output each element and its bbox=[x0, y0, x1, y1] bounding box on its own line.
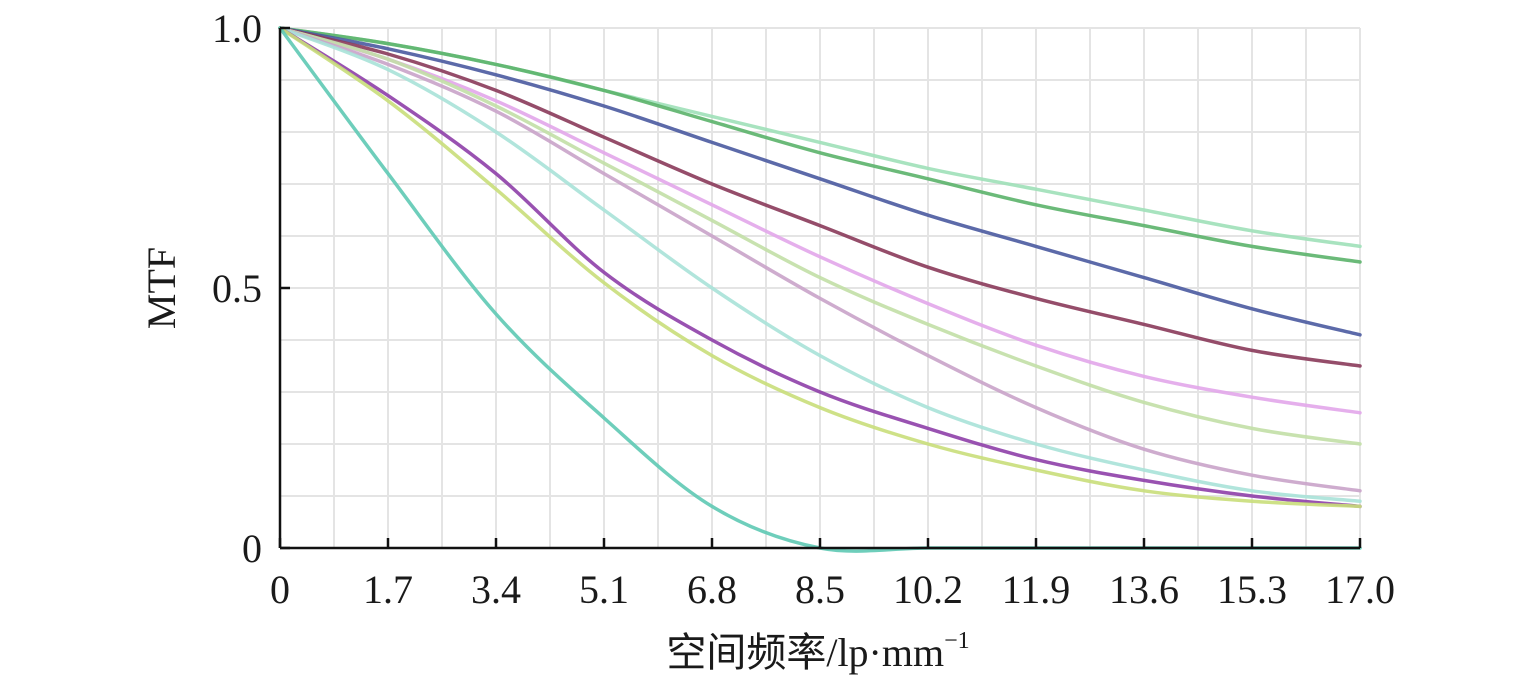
x-tick-label: 5.1 bbox=[579, 567, 629, 612]
y-axis-title: MTF bbox=[139, 247, 184, 329]
y-tick-label: 1.0 bbox=[212, 6, 262, 51]
x-axis-title: 空间频率/lp·mm−1 bbox=[666, 628, 969, 675]
x-axis-title-superscript: −1 bbox=[944, 628, 970, 654]
mtf-curve-3 bbox=[278, 26, 1362, 337]
x-tick-label: 13.6 bbox=[1109, 567, 1179, 612]
x-tick-labels: 0 1.7 3.4 5.1 6.8 8.5 10.2 11.9 13.6 15.3 17.0 bbox=[270, 567, 1395, 612]
x-tick-label: 15.3 bbox=[1217, 567, 1287, 612]
x-tick-label: 0 bbox=[270, 567, 290, 612]
mtf-curve-4 bbox=[278, 26, 1362, 368]
x-tick-label: 10.2 bbox=[893, 567, 963, 612]
axes bbox=[278, 26, 1362, 550]
mtf-curve-8 bbox=[278, 26, 1362, 503]
x-tick-label: 17.0 bbox=[1325, 567, 1395, 612]
mtf-curve-6 bbox=[278, 26, 1362, 446]
mtf-curve-10 bbox=[278, 26, 1362, 509]
mtf-curve-9 bbox=[278, 26, 1362, 509]
y-tick-labels: 0 0.5 1.0 bbox=[212, 6, 262, 571]
x-tick-label: 1.7 bbox=[363, 567, 413, 612]
y-tick-label: 0.5 bbox=[212, 266, 262, 311]
x-tick-label: 6.8 bbox=[687, 567, 737, 612]
mtf-curve-5 bbox=[278, 26, 1362, 415]
mtf-curve-7 bbox=[278, 26, 1362, 493]
x-tick-label: 8.5 bbox=[795, 567, 845, 612]
x-tick-label: 11.9 bbox=[1002, 567, 1071, 612]
mtf-curve-2 bbox=[278, 26, 1362, 264]
x-tick-label: 3.4 bbox=[471, 567, 521, 612]
y-tick-label: 0 bbox=[242, 526, 262, 571]
grid bbox=[280, 27, 1361, 548]
x-axis-title-text: 空间频率/lp·mm bbox=[666, 630, 944, 675]
